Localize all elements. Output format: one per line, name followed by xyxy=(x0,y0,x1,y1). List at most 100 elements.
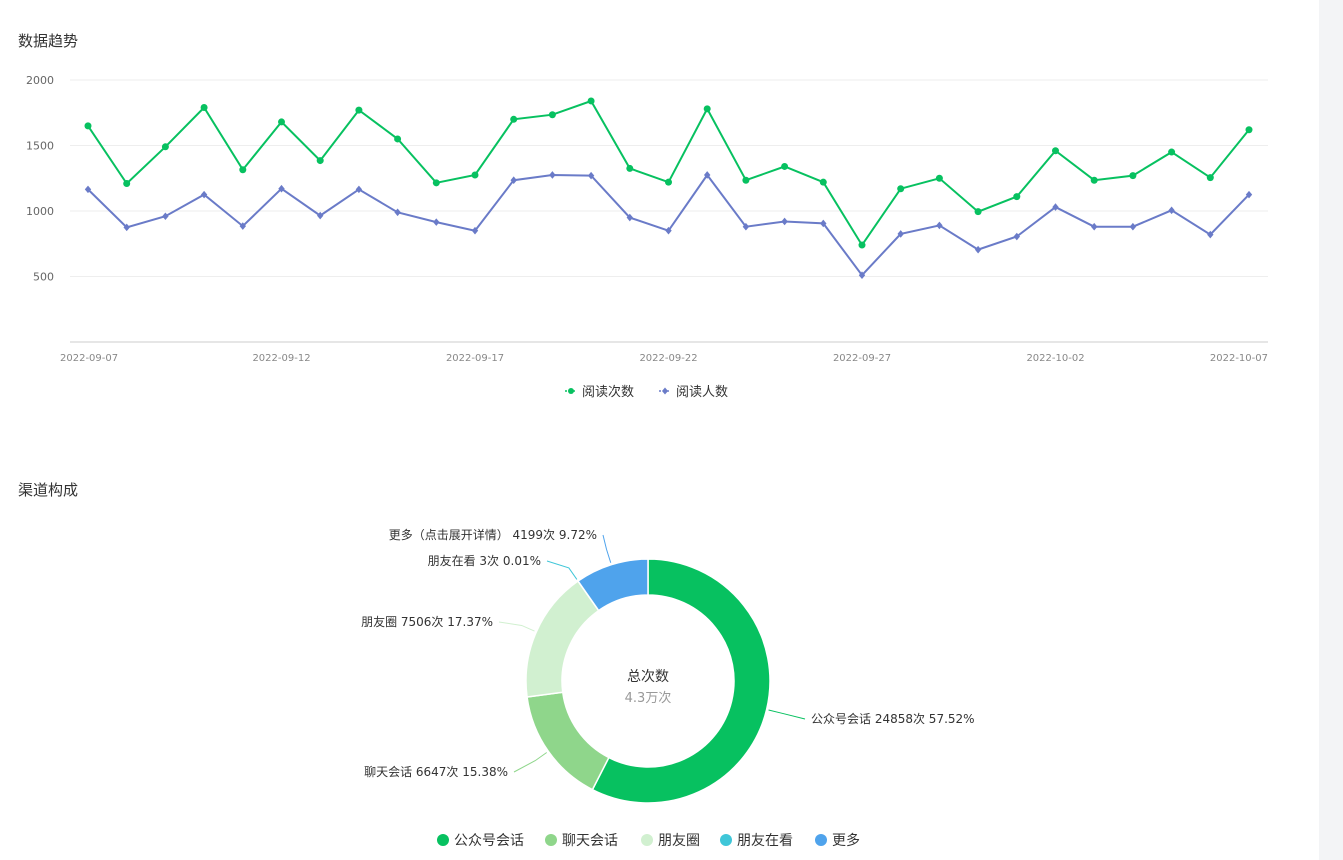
data-point[interactable] xyxy=(162,212,169,221)
data-point[interactable] xyxy=(1129,222,1137,231)
data-point[interactable] xyxy=(742,222,750,231)
legend-label: 阅读人数 xyxy=(676,385,728,400)
donut-slice-label: 朋友在看 3次 0.01% xyxy=(428,554,541,568)
data-point[interactable] xyxy=(239,166,247,174)
data-point[interactable] xyxy=(433,218,440,226)
donut-label-line xyxy=(513,752,547,773)
legend-item-read-users[interactable]: 阅读人数 xyxy=(659,385,728,400)
data-point[interactable] xyxy=(1091,222,1098,231)
donut-center-value: 4.3万次 xyxy=(625,690,672,706)
donut-legend-item[interactable]: 更多 xyxy=(815,832,860,849)
data-point[interactable] xyxy=(587,171,595,180)
data-point[interactable] xyxy=(548,111,556,119)
channel-section-title: 渠道构成 xyxy=(18,481,79,499)
donut-legend-item[interactable]: 朋友在看 xyxy=(720,833,793,849)
trend-x-axis: 2022-09-07 2022-09-12 2022-09-17 2022-09-22… xyxy=(60,341,1268,364)
trend-legend: 阅读次数 阅读人数 xyxy=(565,384,728,400)
trend-section-title: 数据趋势 xyxy=(18,32,79,50)
data-point[interactable] xyxy=(781,162,789,170)
data-point[interactable] xyxy=(665,178,672,186)
donut-slice[interactable] xyxy=(525,580,600,698)
data-point[interactable] xyxy=(1206,174,1214,182)
donut-slice[interactable] xyxy=(577,558,649,612)
data-point[interactable] xyxy=(123,223,130,232)
data-point[interactable] xyxy=(665,226,672,235)
donut-slice-label: 聊天会话 6647次 15.38% xyxy=(364,765,508,779)
donut-legend-item[interactable]: 聊天会话 xyxy=(545,833,618,849)
data-point[interactable] xyxy=(355,185,363,194)
legend-dot xyxy=(720,834,732,846)
data-point[interactable] xyxy=(394,208,401,217)
data-point[interactable] xyxy=(897,230,904,238)
donut-slices xyxy=(525,558,771,804)
donut-slice-label[interactable]: 更多（点击展开详情） 4199次 9.72% xyxy=(389,527,597,542)
data-point[interactable] xyxy=(471,171,479,179)
x-tick-label: 2022-09-27 xyxy=(833,353,891,364)
data-point[interactable] xyxy=(703,105,711,113)
data-point[interactable] xyxy=(123,179,131,187)
data-point[interactable] xyxy=(278,184,285,193)
data-point[interactable] xyxy=(1245,126,1253,134)
donut-legend-item[interactable]: 朋友圈 xyxy=(641,833,700,849)
data-point[interactable] xyxy=(317,211,324,220)
data-point[interactable] xyxy=(935,174,943,182)
legend-label: 公众号会话 xyxy=(454,833,524,849)
data-point[interactable] xyxy=(897,185,905,193)
data-point[interactable] xyxy=(820,219,827,228)
donut-slice[interactable] xyxy=(591,558,771,804)
data-point[interactable] xyxy=(432,179,440,187)
data-point[interactable] xyxy=(510,115,518,123)
donut-label-line xyxy=(602,534,612,563)
donut-label-line xyxy=(546,560,578,580)
data-point[interactable] xyxy=(704,171,711,179)
data-point[interactable] xyxy=(742,176,750,184)
channel-donut-chart: 公众号会话 24858次 57.52% 聊天会话 6647次 15.38% 朋友圈 … xyxy=(361,527,975,849)
data-point[interactable] xyxy=(200,104,208,112)
data-point[interactable] xyxy=(161,143,169,151)
legend-dot xyxy=(545,834,557,846)
data-point[interactable] xyxy=(84,185,92,194)
data-point[interactable] xyxy=(355,106,363,114)
donut-labels: 公众号会话 24858次 57.52% 聊天会话 6647次 15.38% 朋友圈 … xyxy=(361,527,975,779)
data-point[interactable] xyxy=(1207,230,1214,239)
data-point[interactable] xyxy=(471,226,479,235)
data-point[interactable] xyxy=(781,217,788,226)
data-point[interactable] xyxy=(1245,190,1253,199)
data-point[interactable] xyxy=(858,271,866,279)
series-read-users xyxy=(84,171,1253,279)
data-point[interactable] xyxy=(1168,206,1175,215)
data-point[interactable] xyxy=(936,221,943,230)
data-point[interactable] xyxy=(1013,232,1020,241)
data-point[interactable] xyxy=(974,245,982,254)
donut-legend-item[interactable]: 公众号会话 xyxy=(437,833,524,849)
data-point[interactable] xyxy=(626,213,633,222)
data-point[interactable] xyxy=(200,190,208,199)
data-point[interactable] xyxy=(278,118,285,126)
data-point[interactable] xyxy=(239,222,246,230)
data-point[interactable] xyxy=(1090,176,1098,184)
data-point[interactable] xyxy=(84,122,92,130)
data-point[interactable] xyxy=(549,171,556,179)
data-point[interactable] xyxy=(974,208,982,216)
data-point[interactable] xyxy=(858,241,866,249)
x-tick-label: 2022-10-02 xyxy=(1026,353,1084,364)
donut-label-line xyxy=(498,621,535,632)
legend-marker xyxy=(568,388,574,394)
legend-item-read-count[interactable]: 阅读次数 xyxy=(565,384,634,400)
donut-slice[interactable] xyxy=(526,691,610,791)
data-point[interactable] xyxy=(1052,203,1059,211)
data-point[interactable] xyxy=(1168,148,1176,156)
x-tick-label: 2022-09-22 xyxy=(639,353,697,364)
data-point[interactable] xyxy=(1052,147,1059,155)
data-point[interactable] xyxy=(626,164,634,172)
data-point[interactable] xyxy=(819,178,827,186)
data-point[interactable] xyxy=(587,97,595,105)
series-line xyxy=(87,99,1250,247)
data-point[interactable] xyxy=(394,135,402,143)
data-point[interactable] xyxy=(1129,172,1137,180)
data-point[interactable] xyxy=(510,176,517,185)
data-point[interactable] xyxy=(316,157,324,165)
data-point[interactable] xyxy=(1013,193,1021,201)
y-tick-label: 2000 xyxy=(26,74,54,87)
